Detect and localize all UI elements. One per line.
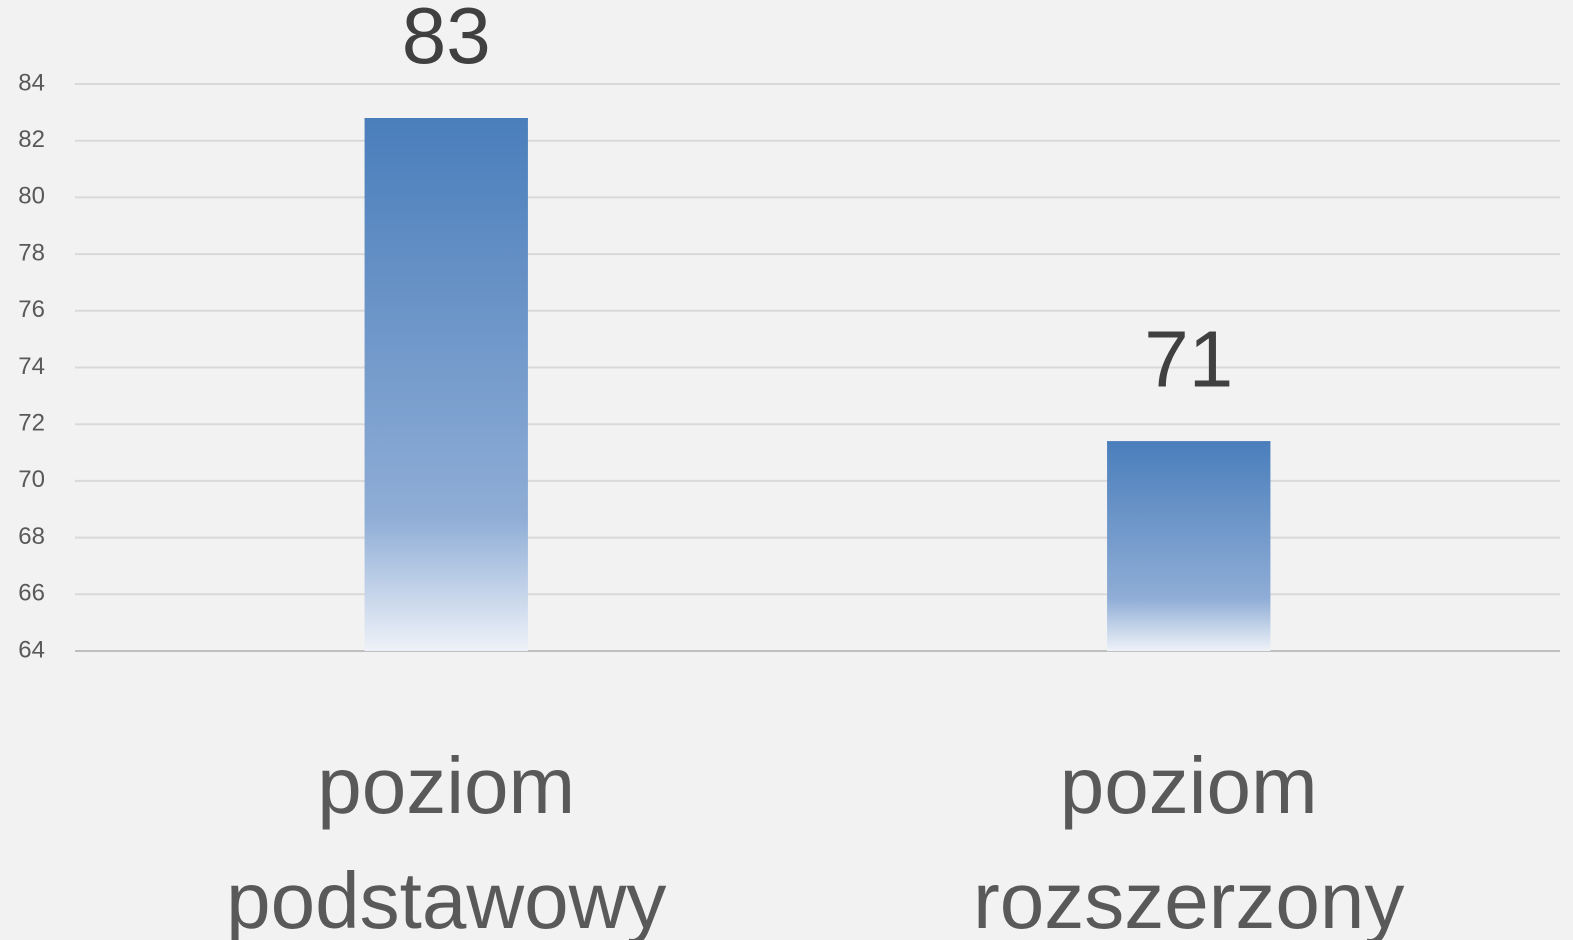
bar-top-edge bbox=[364, 118, 528, 121]
data-label: 83 bbox=[402, 0, 491, 80]
y-tick-label: 66 bbox=[18, 580, 45, 607]
y-tick-label: 68 bbox=[18, 523, 45, 550]
x-tick-label: poziom podstawowy bbox=[226, 741, 667, 940]
y-tick-label: 76 bbox=[18, 296, 45, 323]
bar bbox=[364, 118, 528, 651]
y-tick-label: 74 bbox=[18, 353, 45, 380]
y-tick-label: 64 bbox=[18, 636, 45, 663]
y-tick-label: 70 bbox=[18, 466, 45, 493]
bar-top-edge bbox=[1107, 441, 1271, 444]
x-tick-label: poziom rozszerzony bbox=[973, 741, 1405, 940]
data-label: 71 bbox=[1144, 314, 1233, 403]
y-tick-label: 72 bbox=[18, 410, 45, 437]
y-tick-label: 78 bbox=[18, 239, 45, 266]
y-tick-label: 84 bbox=[18, 69, 45, 96]
y-tick-label: 80 bbox=[18, 183, 45, 210]
bar bbox=[1107, 441, 1271, 651]
y-tick-label: 82 bbox=[18, 126, 45, 153]
